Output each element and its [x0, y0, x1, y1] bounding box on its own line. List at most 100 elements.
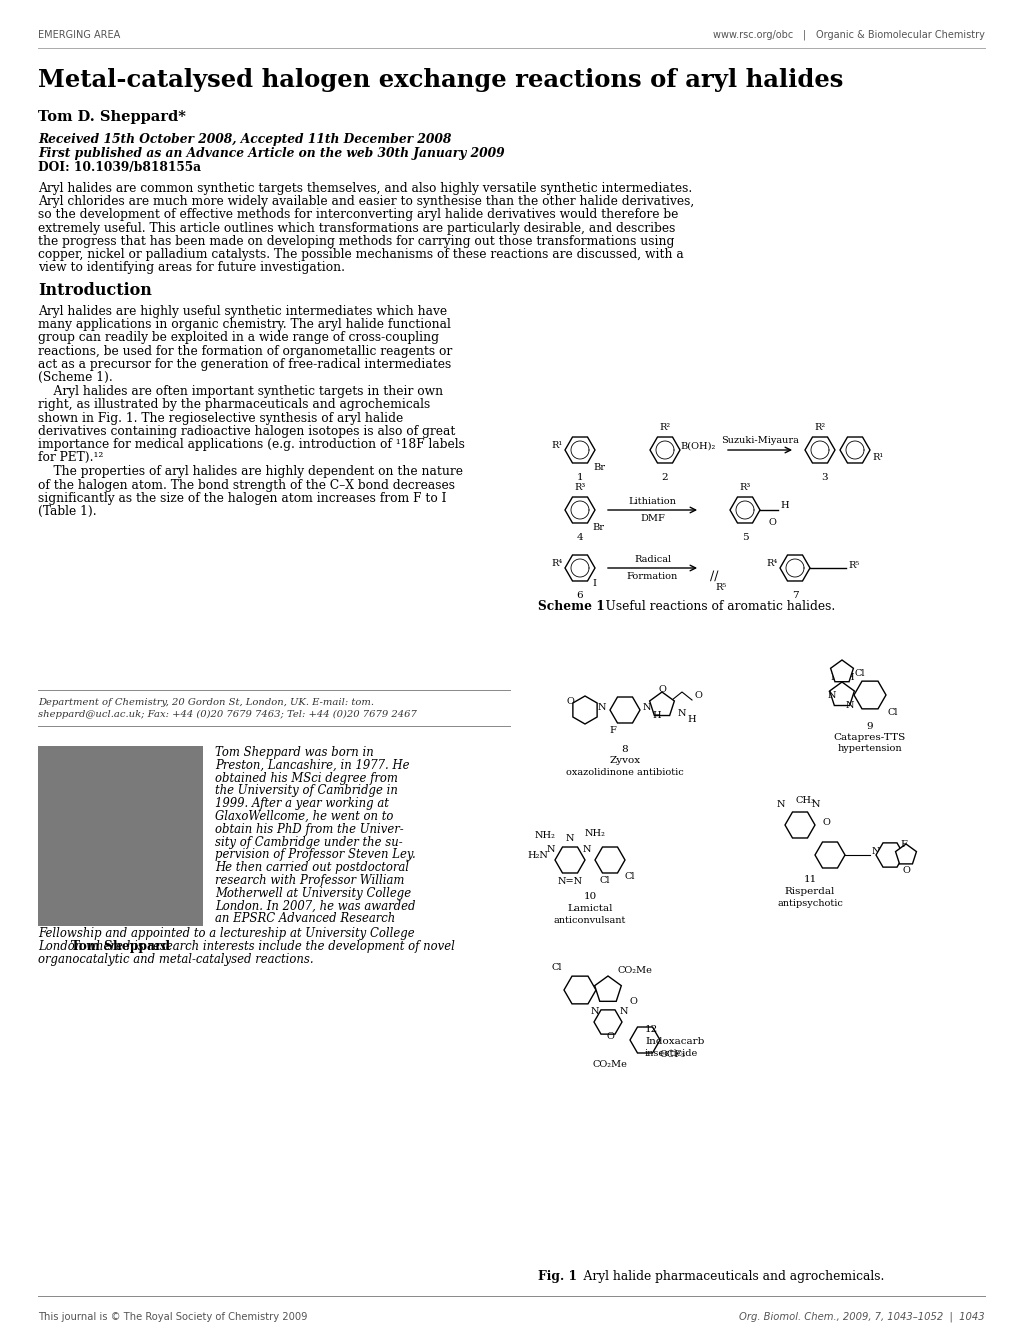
- Text: (Scheme 1).: (Scheme 1).: [38, 371, 113, 383]
- Text: N: N: [620, 1007, 628, 1017]
- Polygon shape: [840, 437, 869, 464]
- Text: importance for medical applications (e.g. introduction of ¹18F labels: importance for medical applications (e.g…: [38, 438, 465, 452]
- Text: many applications in organic chemistry. The aryl halide functional: many applications in organic chemistry. …: [38, 318, 450, 331]
- Text: O: O: [630, 998, 637, 1006]
- Text: right, as illustrated by the pharmaceuticals and agrochemicals: right, as illustrated by the pharmaceuti…: [38, 398, 430, 411]
- Text: oxazolidinone antibiotic: oxazolidinone antibiotic: [566, 768, 683, 778]
- Text: (Table 1).: (Table 1).: [38, 505, 97, 518]
- Text: O: O: [605, 1031, 613, 1041]
- Text: reactions, be used for the formation of organometallic reagents or: reactions, be used for the formation of …: [38, 345, 451, 358]
- Text: pervision of Professor Steven Ley.: pervision of Professor Steven Ley.: [215, 848, 416, 862]
- Text: 1999. After a year working at: 1999. After a year working at: [215, 798, 388, 810]
- Text: GlaxoWellcome, he went on to: GlaxoWellcome, he went on to: [215, 810, 393, 823]
- Text: Tom Sheppard was born in: Tom Sheppard was born in: [215, 745, 373, 759]
- Text: R⁵: R⁵: [714, 582, 726, 592]
- Text: N: N: [871, 847, 879, 856]
- Text: R⁴: R⁴: [766, 560, 777, 569]
- Polygon shape: [573, 696, 596, 724]
- Text: N: N: [597, 703, 605, 712]
- Text: R¹: R¹: [551, 441, 562, 450]
- Text: Motherwell at University College: Motherwell at University College: [215, 887, 411, 900]
- Polygon shape: [814, 842, 844, 868]
- Text: N: N: [827, 691, 836, 700]
- Text: N: N: [642, 703, 651, 712]
- Text: CO₂Me: CO₂Me: [592, 1059, 627, 1069]
- Text: N: N: [566, 834, 574, 843]
- Text: R⁴: R⁴: [551, 560, 562, 569]
- Polygon shape: [780, 554, 809, 581]
- Text: F: F: [899, 840, 906, 848]
- Text: O: O: [901, 866, 909, 875]
- Text: N: N: [678, 709, 686, 719]
- Text: London. In 2007, he was awarded: London. In 2007, he was awarded: [215, 899, 415, 912]
- Polygon shape: [829, 660, 853, 681]
- Text: H₂N: H₂N: [527, 851, 547, 859]
- Text: Indoxacarb: Indoxacarb: [644, 1037, 704, 1046]
- Polygon shape: [565, 437, 594, 464]
- Text: F: F: [609, 725, 615, 735]
- Text: N=N: N=N: [557, 876, 582, 886]
- Text: obtain his PhD from the Univer-: obtain his PhD from the Univer-: [215, 823, 404, 836]
- Text: N: N: [811, 800, 819, 810]
- Text: O: O: [822, 818, 830, 827]
- Polygon shape: [875, 843, 903, 867]
- Text: Aryl chlorides are much more widely available and easier to synthesise than the : Aryl chlorides are much more widely avai…: [38, 195, 694, 208]
- Text: Br: Br: [591, 522, 603, 532]
- Text: CO₂Me: CO₂Me: [618, 966, 652, 975]
- Polygon shape: [554, 847, 585, 872]
- Text: N: N: [845, 700, 854, 709]
- Text: Aryl halide pharmaceuticals and agrochemicals.: Aryl halide pharmaceuticals and agrochem…: [568, 1271, 883, 1283]
- Text: 9: 9: [866, 721, 872, 731]
- Text: Tom Sheppard: Tom Sheppard: [71, 941, 170, 953]
- Text: Suzuki-Miyaura: Suzuki-Miyaura: [720, 436, 798, 445]
- Text: DMF: DMF: [640, 514, 664, 522]
- Text: www.rsc.org/obc | Organic & Biomolecular Chemistry: www.rsc.org/obc | Organic & Biomolecular…: [712, 29, 984, 40]
- Text: Useful reactions of aromatic halides.: Useful reactions of aromatic halides.: [589, 600, 835, 613]
- Text: the progress that has been made on developing methods for carrying out those tra: the progress that has been made on devel…: [38, 235, 674, 247]
- Text: H: H: [687, 716, 695, 724]
- Text: derivatives containing radioactive halogen isotopes is also of great: derivatives containing radioactive halog…: [38, 425, 454, 438]
- Text: for PET).¹²: for PET).¹²: [38, 452, 103, 464]
- Text: Received 15th October 2008, Accepted 11th December 2008: Received 15th October 2008, Accepted 11t…: [38, 134, 451, 146]
- Text: 11: 11: [803, 875, 816, 884]
- Text: Department of Chemistry, 20 Gordon St, London, UK. E-mail: tom.: Department of Chemistry, 20 Gordon St, L…: [38, 697, 374, 707]
- Polygon shape: [649, 692, 674, 716]
- Text: NH₂: NH₂: [585, 830, 605, 838]
- Text: antipsychotic: antipsychotic: [776, 899, 842, 908]
- Text: significantly as the size of the halogen atom increases from F to I: significantly as the size of the halogen…: [38, 492, 446, 505]
- Text: 8: 8: [621, 745, 628, 754]
- Text: 3: 3: [821, 473, 827, 482]
- Text: 5: 5: [741, 533, 748, 542]
- Text: of the halogen atom. The bond strength of the C–X bond decreases: of the halogen atom. The bond strength o…: [38, 478, 454, 492]
- Text: Br: Br: [592, 464, 604, 472]
- Text: Lamictal: Lamictal: [567, 904, 612, 912]
- Polygon shape: [594, 847, 625, 872]
- Text: Scheme 1: Scheme 1: [537, 600, 604, 613]
- Text: R²: R²: [659, 424, 669, 432]
- Text: First published as an Advance Article on the web 30th January 2009: First published as an Advance Article on…: [38, 147, 504, 160]
- Bar: [38, 745, 203, 926]
- Text: Cl: Cl: [888, 708, 898, 717]
- Text: R³: R³: [574, 484, 585, 492]
- Text: view to identifying areas for future investigation.: view to identifying areas for future inv…: [38, 262, 344, 274]
- Text: O: O: [657, 685, 665, 693]
- Text: so the development of effective methods for interconverting aryl halide derivati: so the development of effective methods …: [38, 208, 678, 222]
- Text: H: H: [829, 673, 839, 681]
- Text: ∕∕: ∕∕: [709, 569, 717, 582]
- Text: Radical: Radical: [634, 554, 671, 564]
- Text: O: O: [566, 697, 574, 707]
- Text: group can readily be exploited in a wide range of cross-coupling: group can readily be exploited in a wide…: [38, 331, 438, 345]
- Polygon shape: [804, 437, 835, 464]
- Text: N: N: [583, 846, 591, 855]
- Text: 12: 12: [644, 1025, 657, 1034]
- Polygon shape: [565, 497, 594, 522]
- Text: R²: R²: [813, 424, 824, 432]
- Text: shown in Fig. 1. The regioselective synthesis of aryl halide: shown in Fig. 1. The regioselective synt…: [38, 411, 403, 425]
- Text: copper, nickel or palladium catalysts. The possible mechanisms of these reaction: copper, nickel or palladium catalysts. T…: [38, 248, 683, 261]
- Text: research with Professor William: research with Professor William: [215, 874, 404, 887]
- Text: Metal-catalysed halogen exchange reactions of aryl halides: Metal-catalysed halogen exchange reactio…: [38, 68, 843, 92]
- Text: 4: 4: [576, 533, 583, 542]
- Text: Tom D. Sheppard*: Tom D. Sheppard*: [38, 110, 185, 124]
- Polygon shape: [630, 1027, 659, 1053]
- Polygon shape: [565, 554, 594, 581]
